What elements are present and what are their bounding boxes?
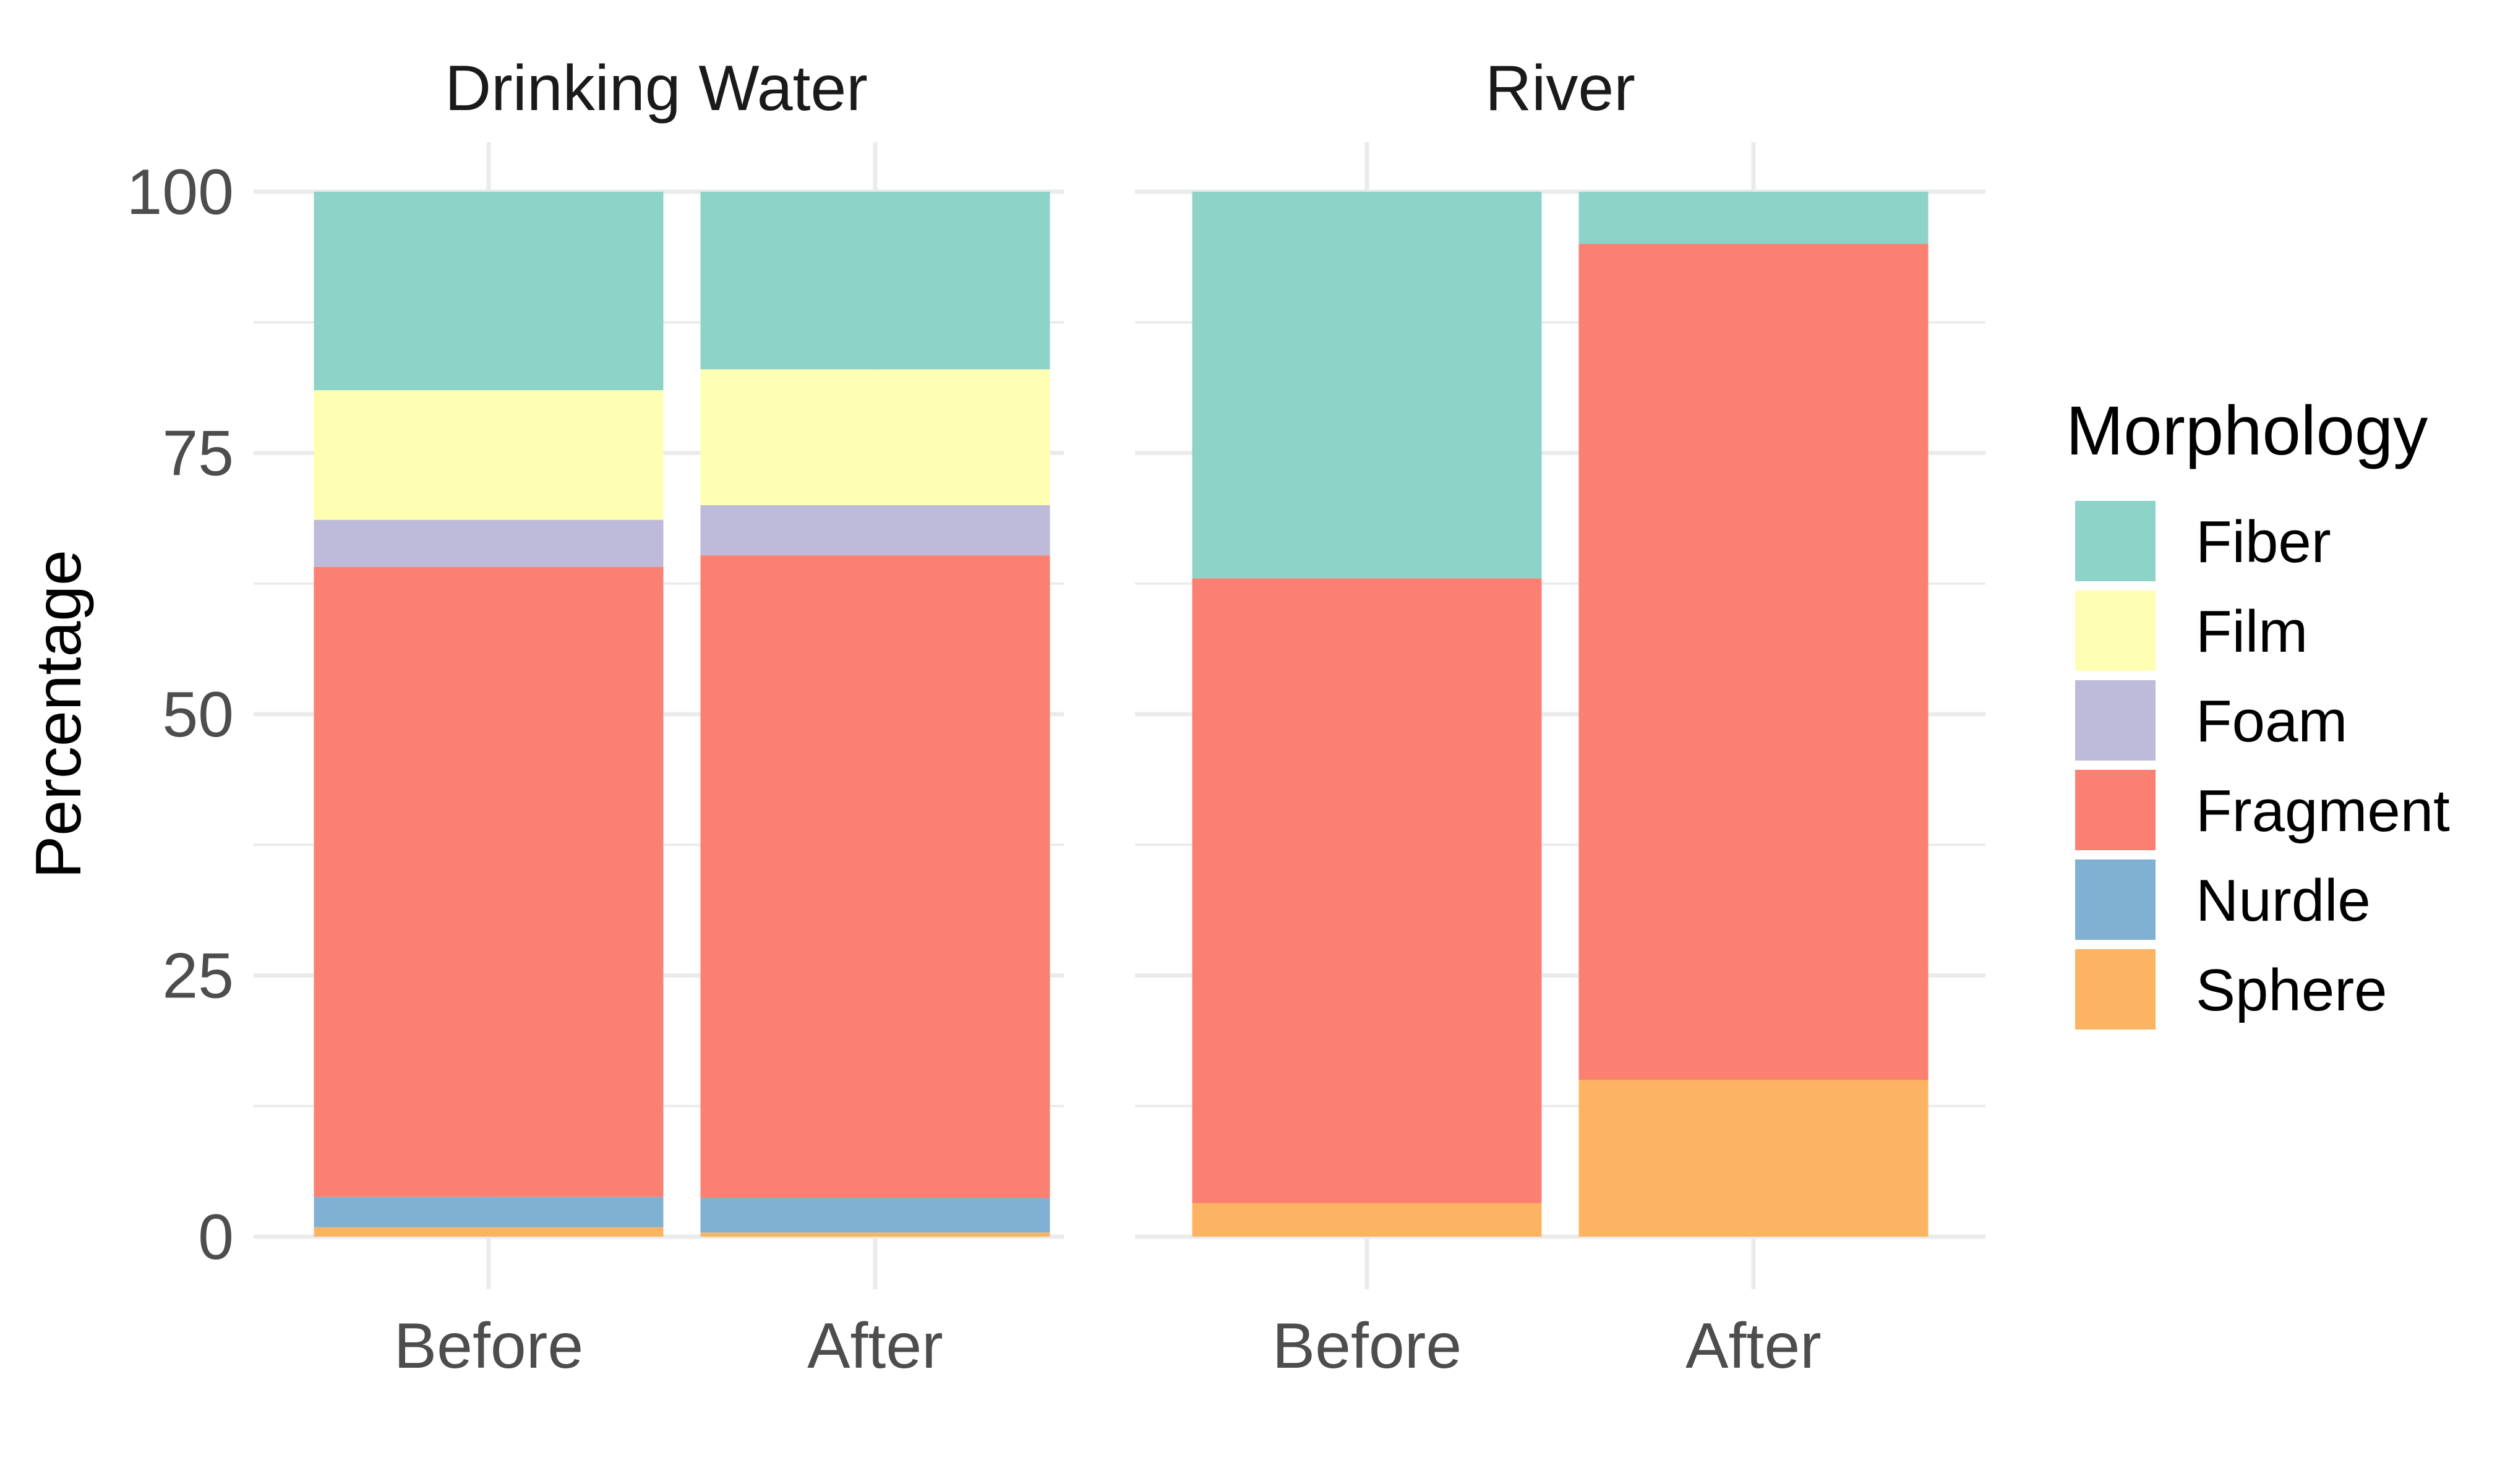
legend-item-film: Film <box>2075 591 2308 671</box>
legend-item-foam: Foam <box>2075 680 2347 761</box>
legend-label: Foam <box>2196 688 2347 754</box>
bar-segment-fragment <box>1192 578 1542 1203</box>
legend-key <box>2075 680 2156 761</box>
y-tick-label: 25 <box>162 940 234 1012</box>
bar-segment-foam <box>700 505 1050 556</box>
bar-segment-foam <box>314 519 664 567</box>
legend-item-fragment: Fragment <box>2075 770 2450 850</box>
x-tick-label: Before <box>1272 1310 1462 1382</box>
y-axis-title: Percentage <box>23 550 95 879</box>
legend: Morphology Fiber Film Foam Fragment Nurdle Sp… <box>2066 392 2450 1030</box>
x-tick-label: After <box>1685 1310 1822 1382</box>
bar-segment-film <box>700 369 1050 505</box>
bar-segment-fragment <box>1578 244 1929 1080</box>
legend-label: Fragment <box>2196 778 2450 844</box>
bar-segment-sphere <box>314 1227 664 1237</box>
x-tick-label: After <box>807 1310 943 1382</box>
legend-label: Film <box>2196 599 2308 665</box>
panel-1: River Before After <box>1135 53 1985 1382</box>
y-tick-label: 0 <box>198 1201 234 1273</box>
bar-segment-fiber <box>1192 192 1542 579</box>
legend-item-fiber: Fiber <box>2075 501 2331 581</box>
legend-title: Morphology <box>2066 392 2428 469</box>
bar-segment-nurdle <box>314 1196 664 1227</box>
facet-title: River <box>1485 53 1635 124</box>
y-tick-label: 50 <box>162 679 234 751</box>
legend-label: Nurdle <box>2196 868 2371 934</box>
legend-key <box>2075 591 2156 671</box>
y-tick-label: 100 <box>126 156 234 228</box>
legend-label: Sphere <box>2196 957 2387 1023</box>
y-tick-label: 75 <box>162 418 234 490</box>
bar-segment-sphere <box>700 1232 1050 1237</box>
bar-segment-sphere <box>1192 1203 1542 1237</box>
bar-segment-film <box>314 390 664 520</box>
legend-key <box>2075 770 2156 850</box>
legend-key <box>2075 859 2156 940</box>
facet-title: Drinking Water <box>445 53 868 124</box>
bar-segment-fragment <box>700 555 1050 1198</box>
legend-items: Fiber Film Foam Fragment Nurdle Sphere <box>2075 501 2450 1030</box>
x-tick-label: Before <box>394 1310 583 1382</box>
bar-segment-fiber <box>314 192 664 391</box>
legend-key <box>2075 501 2156 581</box>
bar-segment-fiber <box>700 192 1050 370</box>
bar-segment-sphere <box>1578 1080 1929 1237</box>
panel-0: Drinking Water Before After <box>254 53 1064 1382</box>
bar-segment-fragment <box>314 566 664 1197</box>
legend-key <box>2075 949 2156 1030</box>
legend-label: Fiber <box>2196 509 2331 575</box>
bar-segment-fiber <box>1578 192 1929 244</box>
bar-segment-nurdle <box>700 1198 1050 1233</box>
legend-item-nurdle: Nurdle <box>2075 859 2371 940</box>
legend-item-sphere: Sphere <box>2075 949 2387 1030</box>
